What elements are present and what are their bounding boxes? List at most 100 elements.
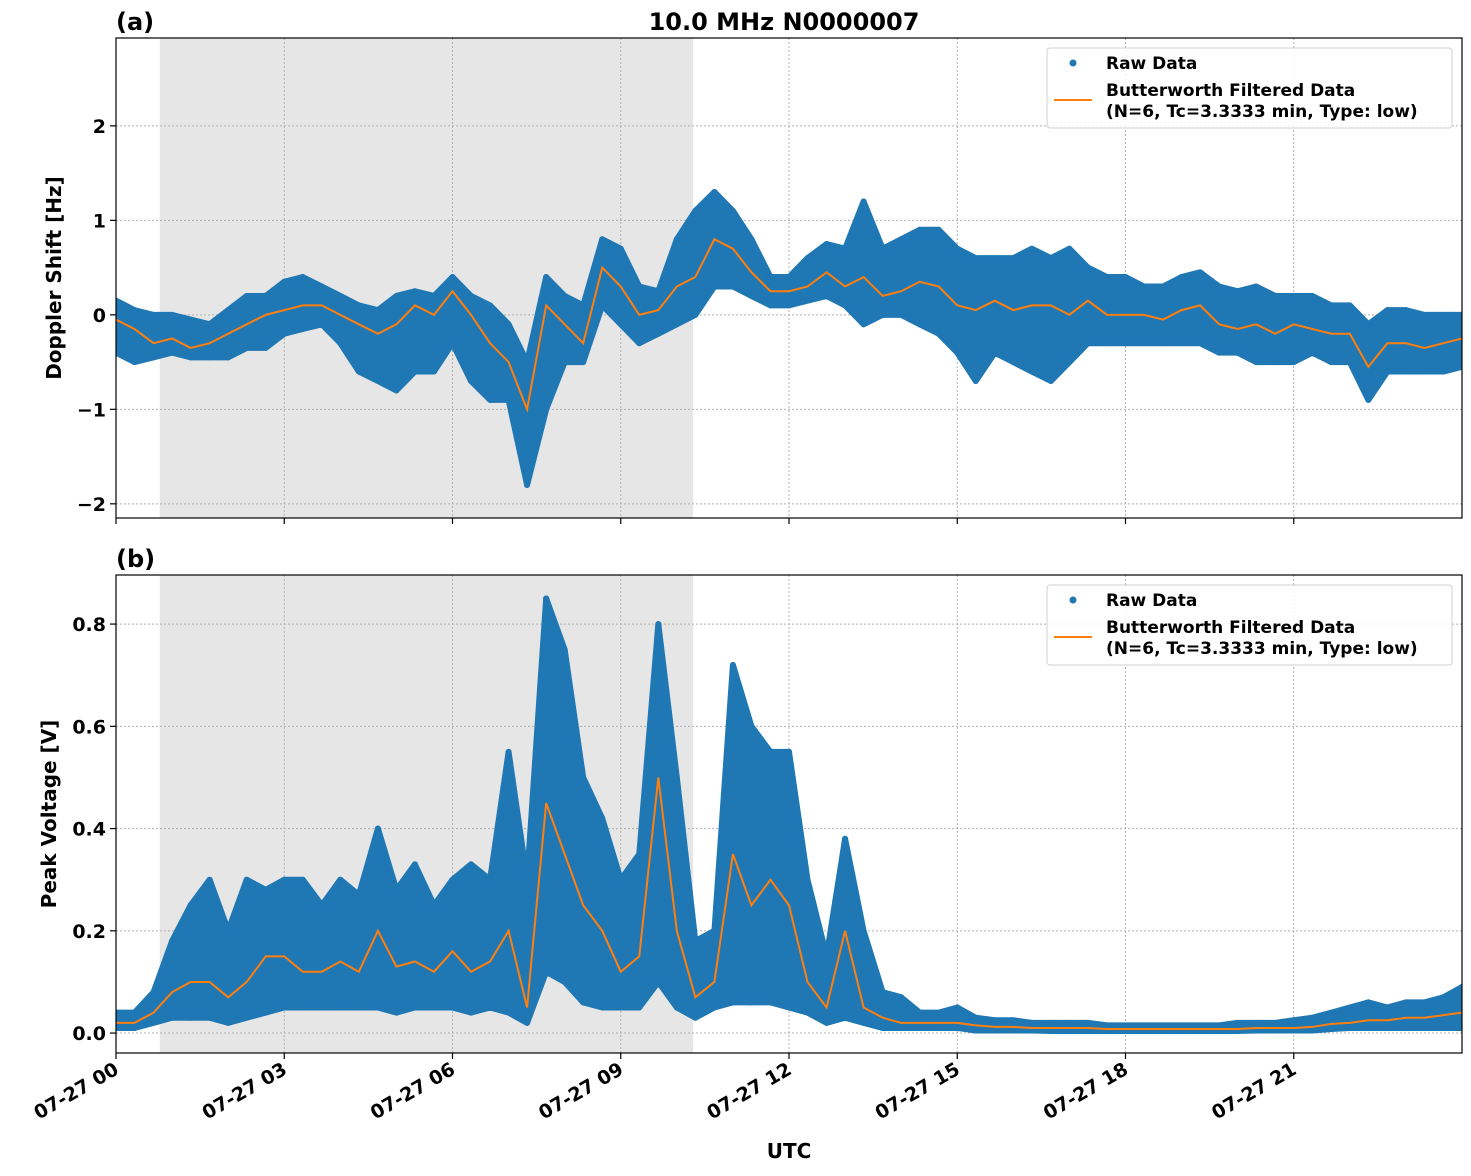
raw-data-point xyxy=(243,292,250,299)
raw-data-point xyxy=(748,292,755,299)
raw-data-point xyxy=(411,861,418,868)
raw-data-point xyxy=(673,1004,680,1011)
raw-data-point xyxy=(374,307,381,314)
raw-data-point xyxy=(580,302,587,309)
raw-data-point xyxy=(1328,1025,1335,1032)
raw-data-point xyxy=(580,774,587,781)
raw-data-point xyxy=(524,876,531,883)
raw-data-point xyxy=(767,748,774,755)
raw-data-point xyxy=(729,999,736,1006)
raw-data-point xyxy=(116,297,119,304)
legend-filtered-label: Butterworth Filtered Data xyxy=(1106,618,1355,638)
raw-data-point xyxy=(1440,1024,1447,1031)
raw-data-point xyxy=(543,274,550,281)
raw-data-point xyxy=(169,1014,176,1021)
y-axis-label-b: Peak Voltage [V] xyxy=(37,720,61,909)
raw-data-point xyxy=(916,226,923,233)
raw-data-point xyxy=(262,1009,269,1016)
raw-data-point xyxy=(355,302,362,309)
raw-data-point xyxy=(1010,359,1017,366)
raw-data-point xyxy=(823,953,830,960)
raw-data-point xyxy=(187,1014,194,1021)
raw-data-point xyxy=(954,245,961,252)
raw-data-point xyxy=(1160,1022,1167,1029)
raw-data-point xyxy=(299,326,306,333)
raw-data-point xyxy=(1084,340,1091,347)
raw-data-point xyxy=(243,344,250,351)
raw-data-point xyxy=(1234,288,1241,295)
y-tick-label: −1 xyxy=(77,399,106,421)
x-tick-label: 07-27 09 xyxy=(535,1058,627,1124)
raw-data-point xyxy=(318,283,325,290)
raw-data-point xyxy=(1346,302,1353,309)
raw-data-point xyxy=(860,198,867,205)
raw-data-point xyxy=(1066,1019,1073,1026)
raw-data-point xyxy=(991,1017,998,1024)
raw-data-point xyxy=(1290,292,1297,299)
raw-data-point xyxy=(243,876,250,883)
raw-data-point xyxy=(1309,1027,1316,1034)
raw-data-point xyxy=(1178,340,1185,347)
raw-data-point xyxy=(1197,340,1204,347)
raw-data-point xyxy=(299,274,306,281)
raw-data-point xyxy=(1459,363,1462,370)
raw-data-point xyxy=(187,316,194,323)
x-tick-label: 07-27 21 xyxy=(1208,1058,1300,1124)
raw-data-point xyxy=(673,321,680,328)
raw-data-point xyxy=(1216,283,1223,290)
raw-data-point xyxy=(1178,274,1185,281)
raw-data-point xyxy=(1010,1017,1017,1024)
x-tick-label: 07-27 18 xyxy=(1040,1058,1132,1124)
raw-data-point xyxy=(1066,245,1073,252)
raw-data-point xyxy=(599,1004,606,1011)
raw-data-point xyxy=(636,340,643,347)
raw-data-point xyxy=(206,321,213,328)
raw-data-point xyxy=(617,321,624,328)
raw-data-point xyxy=(150,354,157,361)
raw-data-point xyxy=(898,1024,905,1031)
raw-data-point xyxy=(916,1024,923,1031)
raw-data-point xyxy=(468,861,475,868)
x-axis-label: UTC xyxy=(767,1139,812,1163)
legend-filtered-params: (N=6, Tc=3.3333 min, Type: low) xyxy=(1106,639,1418,659)
raw-data-point xyxy=(729,661,736,668)
raw-data-point xyxy=(1328,359,1335,366)
raw-data-point xyxy=(935,1024,942,1031)
legend-raw-marker xyxy=(1069,596,1077,604)
raw-data-point xyxy=(505,396,512,403)
raw-data-point xyxy=(804,297,811,304)
raw-data-point xyxy=(1290,359,1297,366)
legend-filtered-params: (N=6, Tc=3.3333 min, Type: low) xyxy=(1106,102,1418,122)
raw-data-point xyxy=(786,274,792,281)
raw-data-point xyxy=(487,876,494,883)
raw-data-point xyxy=(561,646,568,653)
raw-data-band xyxy=(116,189,1462,488)
raw-data-point xyxy=(543,406,550,413)
raw-data-point xyxy=(206,1014,213,1021)
raw-data-point xyxy=(543,595,550,602)
raw-data-point xyxy=(487,302,494,309)
raw-data-point xyxy=(337,292,344,299)
raw-data-point xyxy=(393,1009,400,1016)
raw-data-point xyxy=(748,999,755,1006)
raw-data-point xyxy=(786,1004,792,1011)
raw-data-point xyxy=(1122,1022,1129,1029)
raw-data-point xyxy=(935,330,942,337)
y-tick-label: 0.2 xyxy=(72,921,106,943)
panel-b: 0.0 0.2 0.4 0.6 0.8 07-27 00 07-27 03 07-27 06 0… xyxy=(30,574,1463,1124)
raw-data-point xyxy=(786,748,792,755)
raw-data-point xyxy=(150,989,157,996)
raw-data-point xyxy=(935,226,942,233)
y-axis-label-a: Doppler Shift [Hz] xyxy=(42,176,66,380)
panel-a: −2 −1 0 1 2 Raw Data Butterworth Filtered Data… xyxy=(77,37,1463,524)
raw-data-point xyxy=(1421,1024,1428,1031)
raw-data-point xyxy=(972,1014,979,1021)
raw-data-point xyxy=(355,368,362,375)
raw-data-point xyxy=(543,968,550,975)
raw-data-point xyxy=(1272,292,1279,299)
raw-data-point xyxy=(1047,1028,1054,1035)
raw-data-point xyxy=(729,207,736,214)
raw-data-point xyxy=(131,307,138,314)
raw-data-point xyxy=(972,255,979,262)
raw-data-point xyxy=(1066,359,1073,366)
